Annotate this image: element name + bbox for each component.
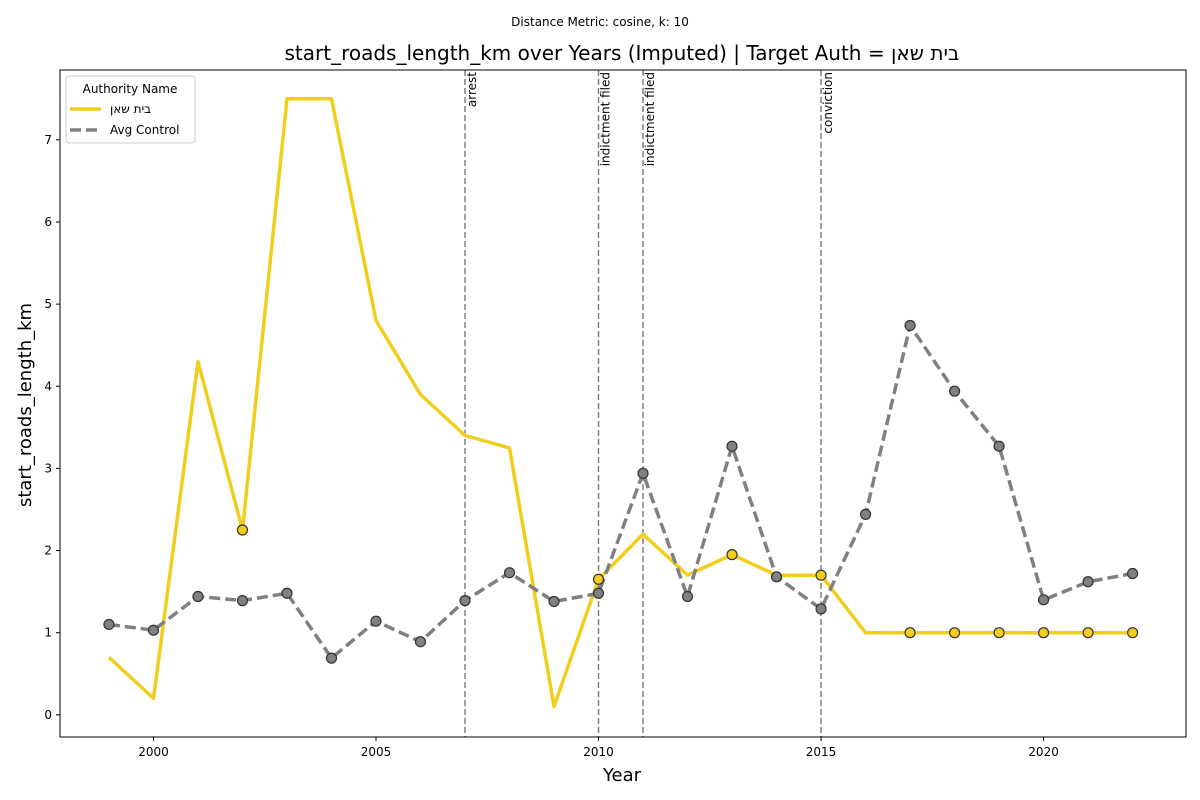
x-axis-label: Year — [602, 765, 642, 786]
control-data-point — [103, 618, 115, 631]
y-tick-label: 4 — [44, 379, 52, 393]
control-data-point — [236, 595, 249, 607]
control-data-point — [1126, 567, 1139, 580]
target-series-line — [107, 97, 1133, 709]
target-data-point — [815, 569, 827, 581]
control-data-point — [370, 615, 382, 627]
control-series-line — [108, 323, 1133, 660]
x-tick-label: 2005 — [361, 745, 392, 759]
control-data-point — [815, 603, 827, 615]
axes-frame — [59, 69, 1187, 738]
control-data-point — [637, 467, 649, 479]
x-tick-label: 2020 — [1028, 745, 1059, 759]
event-label: indictment filed — [599, 72, 613, 166]
control-data-point — [1037, 594, 1050, 606]
legend-box — [65, 75, 196, 144]
control-data-point — [147, 624, 160, 636]
y-tick-label: 2 — [44, 544, 52, 558]
target-data-point — [1037, 627, 1050, 639]
event-label: indictment filed — [643, 72, 657, 166]
control-data-point — [592, 587, 605, 599]
target-data-point — [726, 549, 738, 561]
y-tick-label: 0 — [44, 708, 52, 722]
control-data-point — [904, 319, 916, 332]
control-data-point — [503, 567, 516, 579]
y-axis-label: start_roads_length_km — [15, 303, 36, 507]
x-tick-label: 2000 — [138, 745, 169, 759]
control-data-point — [281, 587, 293, 599]
target-data-point — [904, 627, 916, 639]
legend: Authority Name בית שאן Avg Control — [65, 75, 196, 144]
target-data-point — [1126, 627, 1139, 639]
control-data-point — [681, 590, 694, 603]
target-data-point — [236, 524, 249, 536]
control-data-point — [548, 595, 560, 608]
x-tick-label: 2010 — [583, 745, 614, 759]
target-data-point — [1082, 627, 1094, 639]
legend-title: Authority Name — [83, 82, 178, 96]
chart-suptitle: Distance Metric: cosine, k: 10 — [511, 15, 689, 29]
control-data-point — [1082, 576, 1094, 588]
control-data-point — [993, 440, 1005, 452]
y-tick-label: 5 — [44, 297, 52, 311]
target-data-point — [993, 627, 1005, 639]
event-label: conviction — [821, 72, 835, 134]
target-data-point — [592, 573, 605, 585]
y-tick-label: 1 — [44, 626, 52, 640]
legend-label-target: בית שאן — [110, 102, 151, 116]
control-data-point — [459, 595, 471, 607]
legend-label-control: Avg Control — [110, 123, 179, 137]
y-tick-label: 3 — [44, 461, 52, 475]
y-tick-label: 7 — [44, 133, 52, 147]
y-tick-label: 6 — [44, 215, 52, 229]
control-data-point — [948, 385, 961, 397]
control-data-point — [192, 590, 204, 603]
x-tick-label: 2015 — [806, 745, 837, 759]
chart-title: start_roads_length_km over Years (Impute… — [285, 41, 960, 65]
control-data-point — [770, 571, 783, 583]
target-data-point — [948, 627, 961, 639]
control-data-point — [726, 440, 738, 452]
control-data-point — [414, 636, 427, 648]
control-data-point — [859, 508, 872, 520]
control-data-point — [325, 652, 338, 664]
event-label: arrest — [465, 72, 479, 107]
plot-area: 2000 2005 2010 2015 2020 0 1 2 3 4 5 6 7 arrest indict… — [44, 69, 1187, 759]
